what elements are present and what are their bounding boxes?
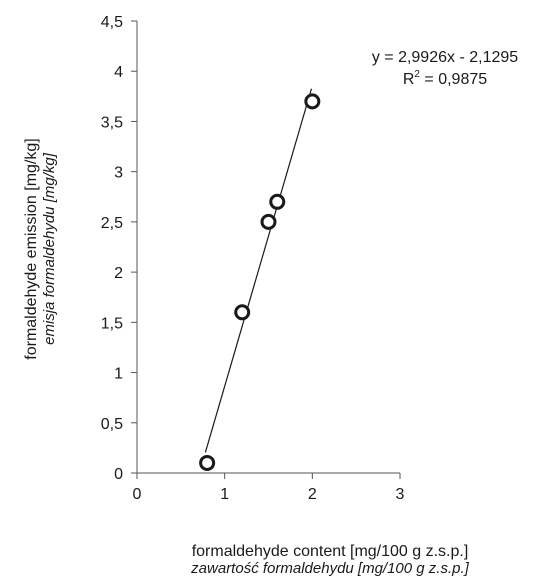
x-tick-label: 2: [308, 486, 317, 503]
x-axis-subtitle: zawartość formaldehydu [mg/100 g z.s.p.]: [190, 560, 469, 576]
data-point: [234, 304, 251, 321]
r2-prefix: R: [403, 71, 415, 88]
x-tick-label: 0: [133, 486, 142, 503]
y-tick-label: 4: [114, 64, 123, 81]
y-axis-subtitle: emisja formaldehydu [mg/kg]: [41, 152, 58, 345]
x-tick-label: 1: [220, 486, 229, 503]
x-tick-label: 3: [396, 486, 405, 503]
y-tick-label: 2,5: [101, 215, 123, 232]
data-points: [199, 93, 321, 471]
axis-ticks: 0 0,5 1 1,5 2 2,5 3 3,5 4 4,5 0 1 2 3: [101, 14, 405, 503]
trendline-r-squared: R2 = 0,9875: [403, 69, 487, 88]
x-axis-title: formaldehyde content [mg/100 g z.s.p.]: [192, 543, 469, 560]
data-point: [260, 213, 277, 230]
y-tick-label: 0,5: [101, 416, 123, 433]
data-point: [269, 193, 286, 210]
y-axis-title: formaldehyde emission [mg/kg]: [23, 138, 40, 359]
trendline: [204, 88, 313, 453]
y-tick-label: 3: [114, 165, 123, 182]
y-tick-label: 3,5: [101, 114, 123, 131]
trendline-layer: [204, 88, 313, 453]
data-point: [304, 93, 321, 110]
trendline-equation: y = 2,9926x - 2,1295: [372, 49, 518, 66]
y-tick-label: 2: [114, 265, 123, 282]
y-tick-label: 4,5: [101, 14, 123, 31]
r2-exponent: 2: [414, 69, 420, 80]
y-tick-label: 0: [114, 466, 123, 483]
y-tick-label: 1,5: [101, 315, 123, 332]
y-tick-label: 1: [114, 366, 123, 383]
r2-value: = 0,9875: [420, 71, 487, 88]
axes: [136, 21, 400, 474]
data-point: [199, 454, 216, 471]
